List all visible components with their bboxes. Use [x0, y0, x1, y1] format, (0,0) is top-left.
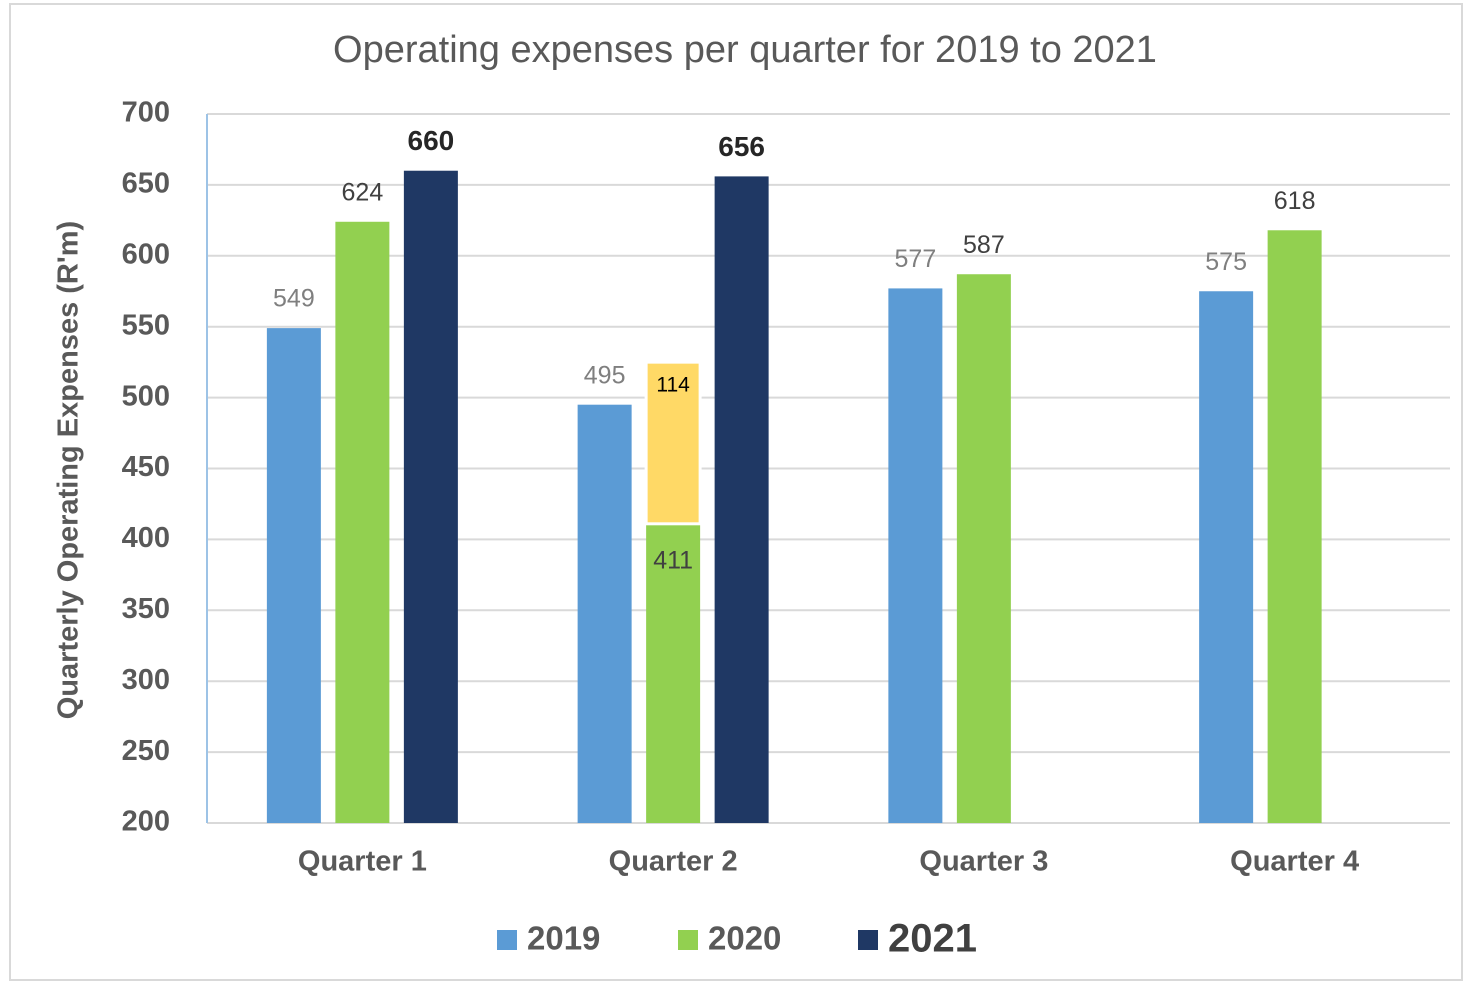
legend-label: 2019 [527, 920, 600, 957]
chart-title: Operating expenses per quarter for 2019 … [333, 29, 1157, 71]
bar [1199, 291, 1254, 823]
bar [888, 288, 943, 823]
bar [646, 523, 701, 823]
data-label: 495 [584, 361, 626, 389]
y-tick-label: 250 [122, 735, 170, 767]
data-label: 624 [342, 178, 384, 206]
stacked-segment [644, 360, 702, 526]
y-tick-label: 400 [122, 522, 170, 554]
y-tick-label: 200 [122, 806, 170, 838]
bar [403, 170, 458, 824]
bar [956, 274, 1011, 823]
y-tick-label: 550 [122, 309, 170, 341]
y-tick-label: 350 [122, 593, 170, 625]
bar [714, 176, 769, 824]
data-label: 575 [1205, 248, 1247, 276]
y-axis-title: Quarterly Operating Expenses (R'm) [53, 221, 85, 719]
y-tick-label: 650 [122, 168, 170, 200]
legend-swatch [497, 930, 517, 950]
bar [266, 328, 321, 823]
x-tick-label: Quarter 1 [298, 846, 427, 878]
data-label: 656 [718, 131, 765, 162]
x-tick-label: Quarter 4 [1230, 846, 1359, 878]
bar [1267, 230, 1322, 823]
bar [335, 221, 390, 823]
y-tick-label: 600 [122, 238, 170, 270]
legend-swatch [858, 930, 878, 950]
bar [577, 404, 632, 823]
y-tick-label: 450 [122, 451, 170, 483]
data-label: 660 [408, 125, 455, 156]
x-tick-label: Quarter 3 [919, 846, 1048, 878]
data-label: 587 [963, 231, 1005, 259]
data-label: 577 [895, 245, 937, 273]
x-tick-label: Quarter 2 [609, 846, 738, 878]
y-tick-label: 300 [122, 664, 170, 696]
data-label: 549 [273, 285, 315, 313]
data-label: 618 [1274, 187, 1316, 215]
y-tick-label: 700 [122, 97, 170, 129]
data-label: 411 [653, 546, 693, 574]
legend-label: 2020 [708, 920, 781, 957]
y-tick-label: 500 [122, 380, 170, 412]
data-label: 114 [656, 374, 690, 397]
legend-label: 2021 [888, 917, 977, 961]
legend-swatch [678, 930, 698, 950]
